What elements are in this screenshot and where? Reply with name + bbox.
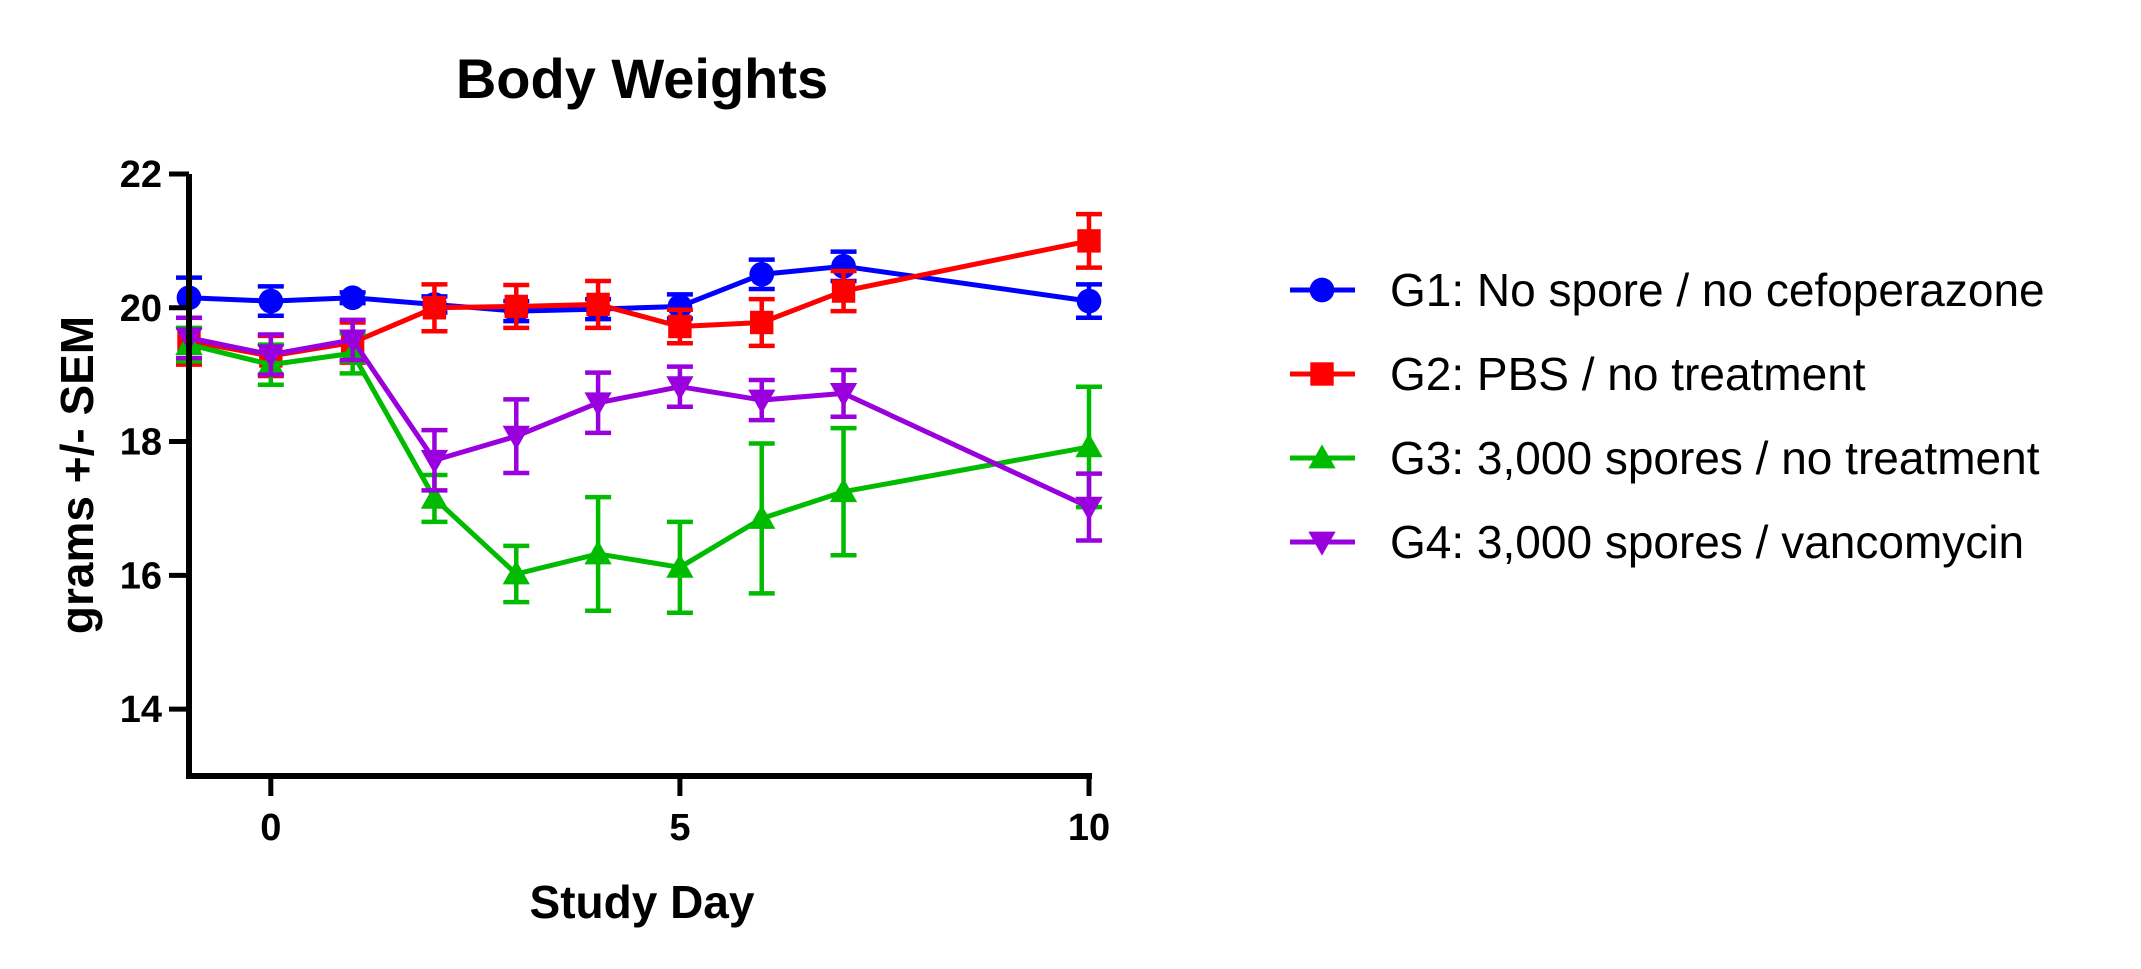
series-g2 <box>176 211 1102 379</box>
x-tick-label: 0 <box>260 807 281 849</box>
data-point <box>258 288 284 314</box>
data-point <box>586 292 610 317</box>
data-point <box>749 261 775 287</box>
data-point <box>668 314 692 339</box>
legend-item: G1: No spore / no cefoperazone <box>1290 264 2045 316</box>
series-g1 <box>176 249 1102 324</box>
series-g4 <box>175 315 1103 543</box>
legend-swatch-marker <box>1309 277 1335 303</box>
data-point <box>666 553 694 578</box>
data-point <box>1075 496 1103 521</box>
y-tick-label: 22 <box>120 154 162 196</box>
data-point <box>338 329 367 354</box>
data-point <box>502 560 530 585</box>
data-point <box>257 344 285 369</box>
data-point <box>1075 433 1103 458</box>
data-point <box>422 296 447 320</box>
data-point <box>748 504 776 529</box>
y-tick-label: 16 <box>120 555 162 597</box>
data-point <box>1076 288 1102 314</box>
y-axis-label: grams +/- SEM <box>51 316 103 634</box>
legend-swatch-marker <box>1310 362 1334 386</box>
data-point <box>666 376 694 401</box>
legend-item: G4: 3,000 spores / vancomycin <box>1290 516 2024 568</box>
legend-label: G1: No spore / no cefoperazone <box>1390 264 2045 316</box>
data-point <box>584 392 612 417</box>
legend-swatch-marker <box>1308 531 1336 556</box>
data-point <box>504 294 528 319</box>
data-point <box>667 294 693 319</box>
legend-item: G3: 3,000 spores / no treatment <box>1290 432 2040 484</box>
series-g3 <box>175 325 1103 616</box>
data-point <box>584 540 612 565</box>
series-line <box>188 263 1090 314</box>
x-tick-label: 10 <box>1068 807 1110 849</box>
data-point <box>420 449 449 474</box>
data-point <box>829 382 858 408</box>
y-tick-label: 18 <box>120 422 162 464</box>
series-line <box>188 342 1090 577</box>
legend: G1: No spore / no cefoperazone G2: PBS / … <box>1290 264 2045 568</box>
data-point <box>1077 229 1101 253</box>
legend-swatch-marker <box>1308 444 1336 469</box>
x-ticks: 0 5 10 <box>260 776 1110 849</box>
plot-area: 0 5 10 14 16 18 20 22 <box>120 154 1110 849</box>
legend-label: G3: 3,000 spores / no treatment <box>1390 432 2040 484</box>
data-point <box>750 310 774 335</box>
data-point <box>829 478 858 503</box>
legend-item: G2: PBS / no treatment <box>1290 348 1866 400</box>
data-point <box>831 279 856 303</box>
data-point <box>340 285 365 311</box>
x-axis-label: Study Day <box>530 876 755 928</box>
legend-label: G2: PBS / no treatment <box>1390 348 1866 400</box>
data-point <box>748 389 776 414</box>
data-point <box>502 425 530 450</box>
chart-title: Body Weights <box>456 47 828 110</box>
legend-label: G4: 3,000 spores / vancomycin <box>1390 516 2024 568</box>
series-line <box>188 335 1091 510</box>
y-tick-label: 14 <box>120 689 162 731</box>
x-tick-label: 5 <box>669 807 690 849</box>
y-ticks: 14 16 18 20 22 <box>120 154 189 731</box>
y-tick-label: 20 <box>120 288 162 330</box>
series-layer <box>175 211 1103 616</box>
data-point <box>420 484 449 509</box>
